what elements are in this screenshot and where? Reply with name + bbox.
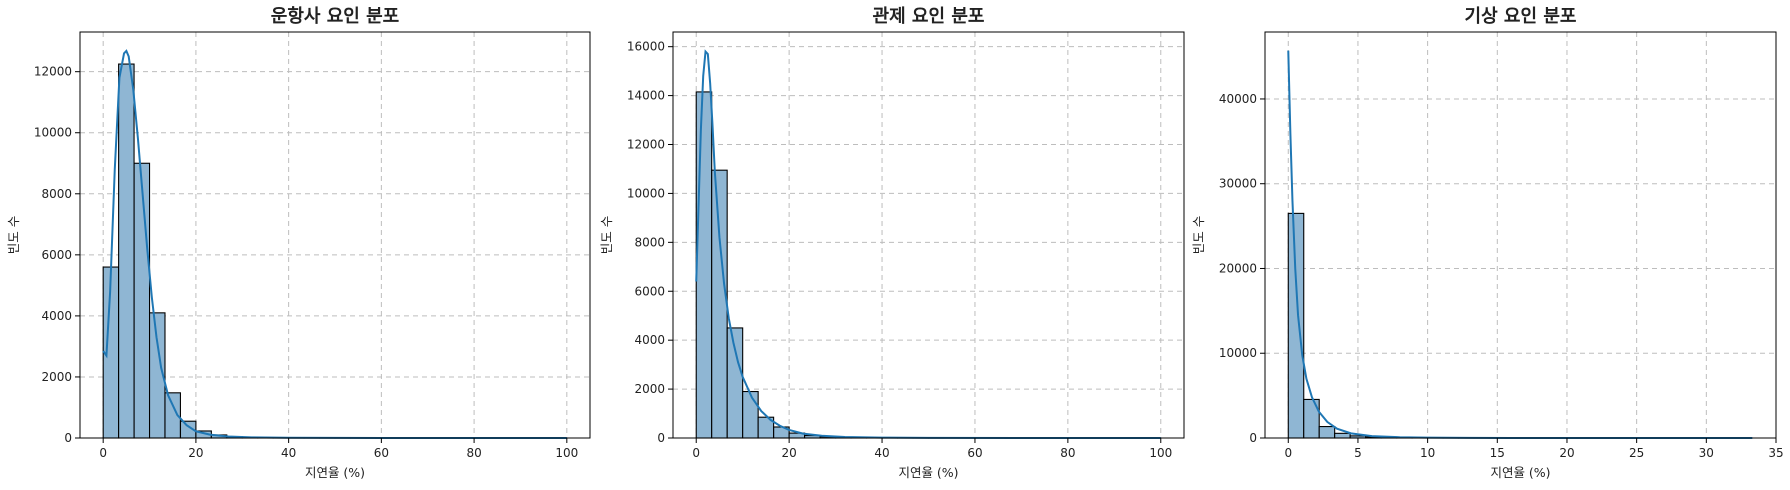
x-tick-label: 60: [967, 446, 982, 460]
y-tick-label: 30000: [1219, 177, 1257, 191]
y-tick-label: 6000: [634, 284, 665, 298]
y-tick-label: 4000: [41, 309, 72, 323]
y-tick-label: 0: [1249, 431, 1257, 445]
y-tick-label: 16000: [627, 40, 665, 54]
x-tick-label: 0: [1284, 446, 1292, 460]
kde-curve: [102, 49, 567, 439]
y-tick-label: 40000: [1219, 92, 1257, 106]
y-tick-label: 4000: [634, 333, 665, 347]
y-tick-label: 10000: [34, 126, 72, 140]
x-tick-label: 0: [692, 446, 700, 460]
y-tick-label: 14000: [627, 89, 665, 103]
chart-atc-factor: 0 20 40 60 80 100 0 2000 4000 6000 8000 10000 12000 1…: [599, 6, 1185, 480]
y-tick-label: 0: [657, 431, 665, 445]
plot-frame: [1264, 31, 1777, 439]
x-tick-label: 60: [374, 446, 389, 460]
histogram-bar: [742, 390, 759, 439]
y-tick-label: 2000: [634, 382, 665, 396]
y-tick-label: 6000: [41, 248, 72, 262]
y-tick-label: 20000: [1219, 261, 1257, 275]
chart-weather-factor: 0 5 10 15 20 25 30 35 0 10000 20000 30000 40000 기상 요인…: [1191, 6, 1784, 480]
y-tick-label: 10000: [627, 186, 665, 200]
plot-frame: [672, 31, 1185, 439]
x-tick-label: 80: [466, 446, 481, 460]
histogram-bar: [1287, 212, 1305, 439]
histogram-bar: [118, 63, 135, 439]
y-axis-label: 빈도 수: [1191, 216, 1206, 254]
x-tick-label: 100: [555, 446, 578, 460]
histogram-bar: [711, 169, 728, 439]
histogram-bar: [695, 91, 713, 439]
y-tick-label: 8000: [41, 187, 72, 201]
kde-curve: [695, 49, 1161, 439]
x-tick-label: 5: [1354, 446, 1362, 460]
y-tick-label: 12000: [627, 138, 665, 152]
histogram-bar: [726, 327, 744, 439]
histogram-bar: [1334, 432, 1351, 439]
x-tick-label: 80: [1060, 446, 1075, 460]
x-tick-label: 35: [1768, 446, 1783, 460]
x-tick-label: 20: [188, 446, 203, 460]
y-tick-label: 0: [64, 431, 72, 445]
x-tick-label: 40: [281, 446, 296, 460]
x-tick-label: 20: [781, 446, 796, 460]
x-tick-label: 15: [1490, 446, 1505, 460]
chart-title: 운항사 요인 분포: [271, 6, 399, 27]
histogram-bar: [133, 162, 151, 439]
x-axis-label: 지연율 (%): [1490, 465, 1550, 480]
x-tick-label: 10: [1420, 446, 1435, 460]
y-tick-label: 2000: [41, 370, 72, 384]
y-axis-label: 빈도 수: [599, 216, 614, 254]
x-axis-label: 지연율 (%): [898, 465, 958, 480]
chart-carrier-factor: 0 20 40 60 80 100 0 2000 4000 6000 8000 10000 12000 운…: [6, 6, 591, 480]
y-tick-label: 12000: [34, 65, 72, 79]
x-tick-label: 0: [99, 446, 107, 460]
chart-title: 관제 요인 분포: [873, 6, 985, 27]
x-axis-label: 지연율 (%): [305, 465, 365, 480]
y-tick-label: 10000: [1219, 346, 1257, 360]
histogram-bar: [1318, 426, 1336, 439]
x-tick-label: 100: [1149, 446, 1172, 460]
x-tick-label: 40: [874, 446, 889, 460]
chart-title: 기상 요인 분포: [1465, 6, 1577, 27]
x-tick-label: 20: [1559, 446, 1574, 460]
plot-frame: [79, 31, 591, 439]
y-tick-label: 8000: [634, 235, 665, 249]
x-tick-label: 25: [1629, 446, 1644, 460]
x-tick-label: 30: [1699, 446, 1714, 460]
y-axis-label: 빈도 수: [6, 216, 21, 254]
